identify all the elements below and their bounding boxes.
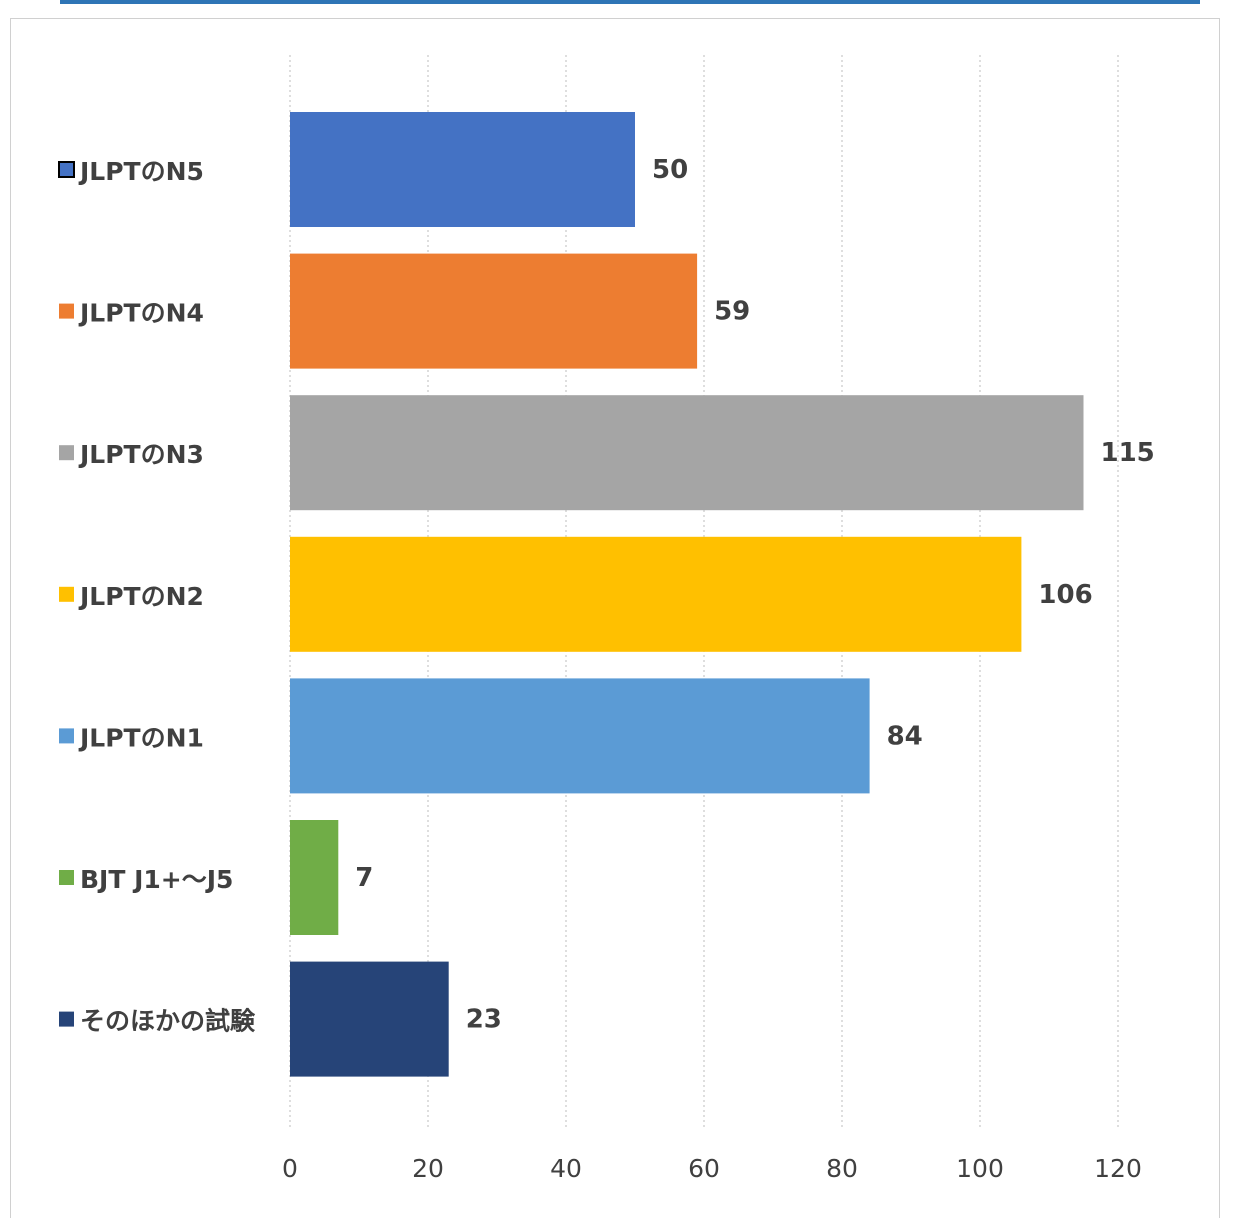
x-tick-label: 100 xyxy=(956,1154,1004,1183)
category-label: JLPTのN2 xyxy=(78,582,204,611)
category-label: BJT J1+〜J5 xyxy=(80,865,233,894)
x-tick-label: 60 xyxy=(688,1154,720,1183)
x-tick-label: 40 xyxy=(550,1154,582,1183)
legend-swatch xyxy=(59,870,74,885)
data-label: 115 xyxy=(1101,438,1155,468)
bar xyxy=(290,820,339,935)
data-label: 59 xyxy=(714,297,750,327)
category-label: JLPTのN4 xyxy=(78,299,204,328)
legend-swatch xyxy=(59,1011,74,1027)
category-label: そのほかの試験 xyxy=(80,1007,256,1036)
data-label: 23 xyxy=(466,1005,502,1035)
x-tick-label: 20 xyxy=(412,1154,444,1183)
category-label: JLPTのN1 xyxy=(78,723,204,752)
bar xyxy=(290,395,1084,511)
legend-swatch xyxy=(59,445,74,461)
x-tick-label: 80 xyxy=(826,1154,858,1183)
data-label: 50 xyxy=(652,155,688,185)
data-label: 106 xyxy=(1038,580,1092,610)
bar xyxy=(290,961,449,1077)
legend-swatch xyxy=(58,161,75,178)
legend-swatch xyxy=(59,728,74,744)
data-label: 84 xyxy=(887,721,923,751)
chart-frame xyxy=(10,18,1220,1218)
bar xyxy=(290,678,870,794)
x-tick-label: 120 xyxy=(1094,1154,1142,1183)
legend-swatch xyxy=(59,303,74,319)
category-label: JLPTのN5 xyxy=(78,157,204,186)
legend-swatch xyxy=(59,586,74,602)
bar xyxy=(290,112,635,227)
bar xyxy=(290,253,698,369)
header-rule xyxy=(60,0,1200,4)
category-label: JLPTのN3 xyxy=(78,440,204,469)
data-label: 7 xyxy=(355,863,373,893)
bar xyxy=(290,536,1022,652)
x-tick-label: 0 xyxy=(282,1154,298,1183)
